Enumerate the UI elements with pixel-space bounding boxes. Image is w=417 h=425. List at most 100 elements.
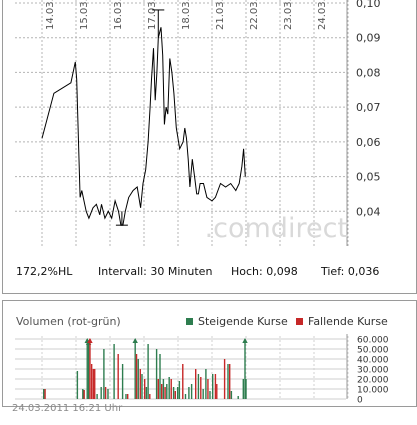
volume-bar — [223, 359, 226, 399]
volume-tick-label: 10.000 — [357, 386, 389, 396]
volume-bar — [113, 344, 115, 399]
volume-bar — [166, 384, 168, 399]
volume-bar — [127, 394, 129, 399]
volume-bar — [155, 349, 158, 399]
volume-bar — [145, 387, 148, 399]
volume-bar — [117, 354, 119, 399]
volume-bar — [242, 379, 244, 399]
volume-bar — [43, 389, 45, 399]
high-stat: Hoch: 0,098 — [231, 265, 298, 278]
price-chart: .comdirect 14.03. 15.03. 16.03. 17.03. 18.03… — [15, 0, 381, 246]
x-tick-label: 24.03. — [317, 0, 328, 30]
volume-bar — [89, 339, 91, 399]
volume-bar — [207, 379, 209, 399]
volume-bar — [76, 371, 79, 399]
volume-tick-label: 40.000 — [357, 356, 389, 366]
y-tick-label: 0,07 — [356, 101, 381, 114]
volume-bar — [205, 369, 207, 399]
volume-bar — [157, 379, 159, 399]
legend-falling-swatch — [296, 318, 303, 325]
volume-bar — [134, 339, 136, 399]
x-tick-label: 16.03. — [113, 0, 124, 30]
x-tick-label: 18.03. — [181, 0, 192, 30]
timestamp: 24.03.2011 16:21 Uhr — [12, 403, 123, 414]
y-tick-label: 0,06 — [356, 136, 381, 149]
x-tick-label: 14.03. — [45, 0, 56, 30]
volume-bar — [172, 387, 175, 399]
volume-bar — [174, 391, 176, 399]
x-tick-label: 22.03. — [249, 0, 260, 30]
volume-bar — [229, 364, 231, 399]
volume-bar — [188, 387, 190, 399]
volume-peak-arrow — [87, 338, 93, 343]
volume-tick-label: 20.000 — [357, 376, 389, 386]
y-tick-label: 0,10 — [356, 0, 381, 10]
y-tick-label: 0,04 — [356, 205, 381, 218]
volume-bar — [178, 381, 181, 399]
volume-bar — [161, 384, 163, 399]
volume-bar — [83, 390, 85, 399]
volume-bar — [103, 349, 105, 399]
volume-bar — [214, 374, 217, 399]
volume-bar — [170, 379, 172, 399]
volume-bar — [125, 394, 127, 399]
legend-rising-label: Steigende Kurse — [198, 315, 288, 328]
volume-tick-label: 0 — [357, 396, 363, 406]
x-tick-label: 17.03. — [147, 0, 158, 30]
volume-bar — [182, 364, 184, 399]
volume-bar — [107, 389, 109, 399]
volume-peak-arrow — [132, 338, 138, 343]
volume-bar — [147, 344, 149, 399]
volume-bar — [87, 341, 90, 399]
volume-bar — [184, 394, 187, 399]
volume-bar — [135, 354, 138, 399]
volume-bar — [209, 391, 211, 399]
volume-bar — [227, 364, 229, 399]
volume-bar — [190, 384, 193, 399]
volume-bar — [94, 369, 96, 399]
volume-bar — [121, 364, 124, 399]
hl-range-stat: 172,2%HL — [16, 265, 73, 278]
volume-bar — [212, 374, 214, 399]
volume-bar — [100, 387, 102, 399]
volume-bar — [44, 389, 46, 399]
volume-bar — [245, 379, 247, 399]
legend-rising-swatch — [186, 318, 193, 325]
volume-bar — [164, 387, 166, 399]
volume-bar — [90, 364, 93, 399]
volume-bar — [144, 379, 146, 399]
volume-tick-label: 50.000 — [357, 346, 389, 356]
volume-bar — [96, 394, 98, 399]
volume-bar — [202, 389, 204, 399]
volume-bar — [82, 389, 84, 399]
volume-bar — [92, 369, 95, 399]
legend-falling: Fallende Kurse — [296, 315, 388, 328]
volume-peak-arrow — [242, 338, 248, 343]
price-series-line — [41, 27, 246, 226]
x-tick-label: 15.03. — [79, 0, 90, 30]
volume-tick-label: 30.000 — [357, 366, 389, 376]
volume-bar — [216, 384, 218, 399]
volume-bar — [139, 369, 141, 399]
legend-rising: Steigende Kurse — [186, 315, 288, 328]
volume-bar — [86, 339, 88, 399]
low-stat: Tief: 0,036 — [321, 265, 380, 278]
interval-stat: Intervall: 30 Minuten — [98, 265, 213, 278]
volume-bar — [197, 374, 200, 399]
y-tick-label: 0,08 — [356, 66, 381, 79]
y-tick-label: 0,09 — [356, 32, 381, 45]
legend-falling-label: Fallende Kurse — [308, 315, 388, 328]
volume-bar — [141, 374, 143, 399]
x-tick-label: 23.03. — [283, 0, 294, 30]
volume-bar — [159, 354, 161, 399]
volume-bar — [230, 391, 233, 399]
volume-bar — [176, 387, 179, 399]
volume-bar — [104, 387, 107, 399]
y-tick-label: 0,05 — [356, 171, 381, 184]
volume-bar — [149, 394, 151, 399]
volume-bar — [200, 377, 202, 399]
volume-bar — [162, 379, 165, 399]
volume-bar — [195, 369, 197, 399]
volume-title: Volumen (rot-grün) — [16, 315, 121, 328]
